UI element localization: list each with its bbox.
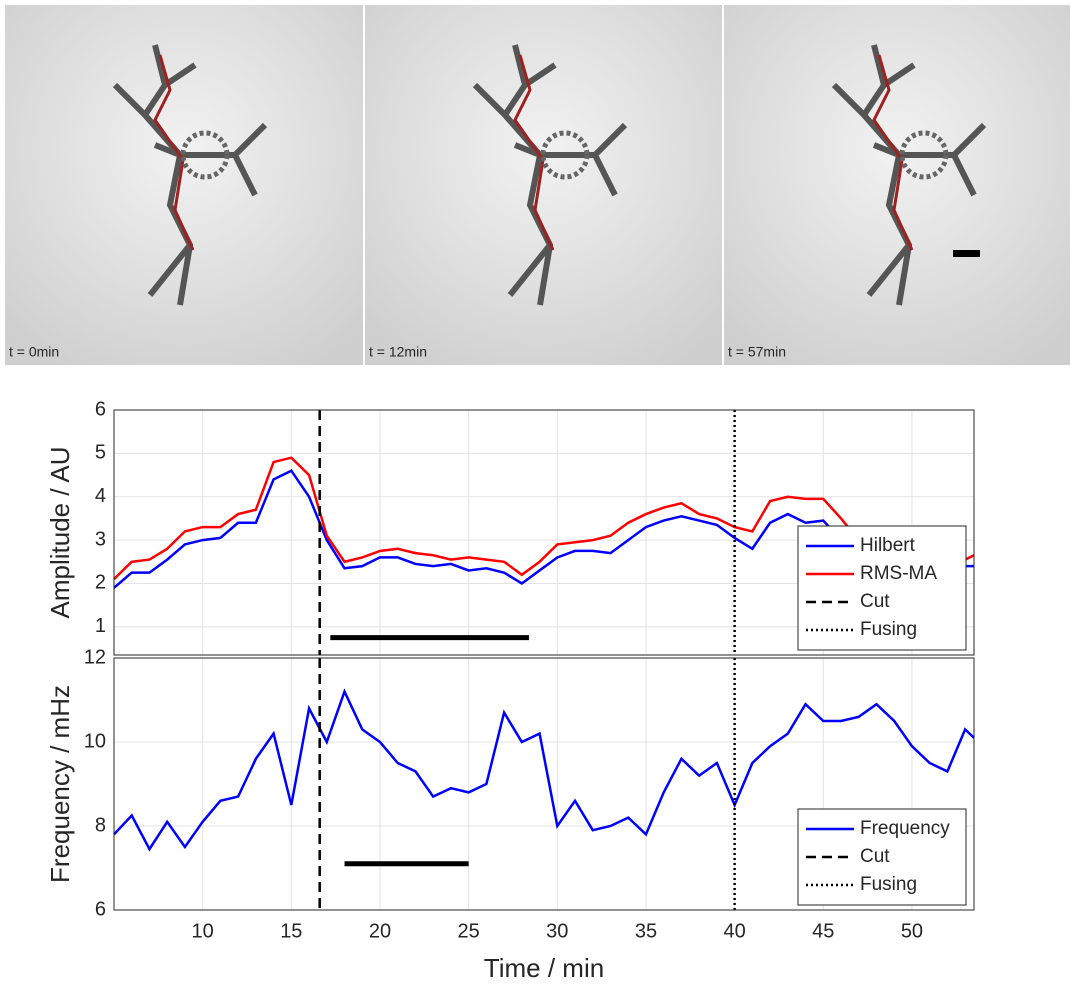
y-axis-label: Amplitude / AU — [45, 447, 75, 619]
panel-label: t = 12min — [369, 344, 427, 360]
x-tick-label: 40 — [723, 920, 745, 942]
legend-label: Fusing — [860, 874, 917, 895]
y-tick-label: 2 — [95, 572, 106, 594]
legend-label: RMS-MA — [860, 563, 937, 584]
x-axis-label: Time / min — [484, 953, 604, 983]
micrograph-strip: t = 0min t = 12min t = 57min — [5, 5, 1070, 365]
legend-label: Cut — [860, 591, 890, 612]
x-tick-label: 30 — [546, 920, 568, 942]
micrograph — [5, 5, 363, 365]
scale-bar — [953, 250, 980, 257]
x-tick-label: 15 — [280, 920, 302, 942]
panel-label: t = 0min — [9, 344, 59, 360]
x-tick-label: 20 — [369, 920, 391, 942]
legend-label: Fusing — [860, 619, 917, 640]
y-tick-label: 6 — [95, 398, 106, 420]
y-tick-label: 8 — [95, 814, 106, 836]
axes-box — [113, 657, 975, 911]
y-tick-label: 3 — [95, 528, 106, 550]
y-tick-label: 5 — [95, 442, 106, 464]
y-tick-label: 4 — [95, 485, 106, 507]
y-tick-label: 6 — [95, 898, 106, 920]
legend-label: Cut — [860, 846, 890, 867]
y-tick-label: 1 — [95, 615, 106, 637]
y-tick-label: 10 — [84, 730, 106, 752]
x-tick-label: 45 — [812, 920, 834, 942]
data-line — [113, 688, 975, 852]
x-tick-label: 50 — [901, 920, 923, 942]
y-axis-label: Frequency / mHz — [45, 685, 75, 883]
x-tick-label: 10 — [192, 920, 214, 942]
legend-label: Hilbert — [860, 535, 916, 556]
panel-label: t = 57min — [728, 344, 786, 360]
x-tick-label: 35 — [635, 920, 657, 942]
y-tick-label: 12 — [84, 646, 106, 668]
micrograph — [365, 5, 722, 365]
x-tick-label: 25 — [458, 920, 480, 942]
data-line — [113, 456, 975, 581]
axes-box — [113, 409, 975, 656]
legend-label: Frequency — [860, 818, 950, 839]
